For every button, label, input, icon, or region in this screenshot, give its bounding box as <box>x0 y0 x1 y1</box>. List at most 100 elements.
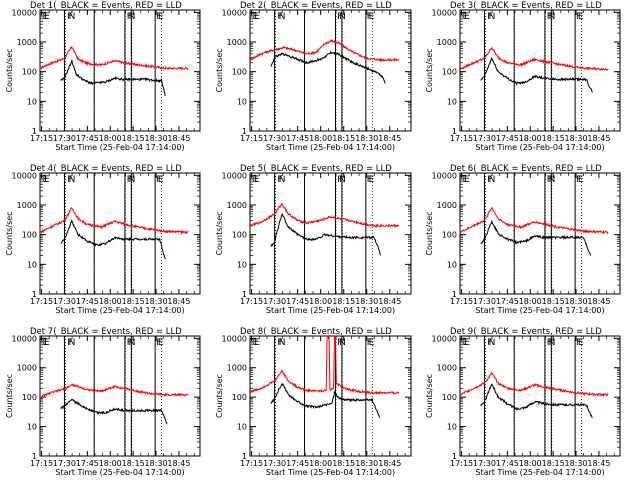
flag-letter: E <box>462 338 468 348</box>
x-tick-label: 18:15 <box>542 134 565 143</box>
flag-letter: E <box>578 12 584 22</box>
flag-letter: E <box>158 175 164 185</box>
flag-letter: E <box>462 12 468 22</box>
flag-letter: N <box>489 12 496 22</box>
lld-series-line <box>249 334 400 396</box>
y-tick-label: 100 <box>232 231 247 240</box>
events-series-line <box>270 382 381 418</box>
x-tick-label: 18:15 <box>542 459 565 468</box>
flag-letter: E <box>369 12 375 22</box>
flag-letter: E <box>252 338 258 348</box>
y-tick-label: 10000 <box>12 8 37 17</box>
flag-letter: F <box>337 338 342 348</box>
y-tick-label: 10000 <box>222 171 247 180</box>
y-tick-label: 100 <box>442 231 457 240</box>
flag-letter: F <box>547 12 552 22</box>
y-tick-label: 1000 <box>227 201 247 210</box>
x-axis-label: Start Time (25-Feb-04 17:14:00) <box>475 468 604 477</box>
x-axis-label: Start Time (25-Feb-04 17:14:00) <box>475 306 604 315</box>
y-tick-label: 1000 <box>227 364 247 373</box>
x-tick-label: 18:00 <box>309 134 332 143</box>
flag-letter: F <box>156 175 161 185</box>
flag-letter: F <box>67 338 72 348</box>
x-tick-label: 18:00 <box>309 459 332 468</box>
events-series-line <box>480 56 593 93</box>
x-tick-label: 18:45 <box>587 459 610 468</box>
y-tick-label: 10 <box>27 423 37 432</box>
x-tick-label: 17:15 <box>30 459 53 468</box>
flag-letter: E <box>158 338 164 348</box>
x-tick-label: 18:00 <box>309 297 332 306</box>
flag-letter: F <box>337 175 342 185</box>
x-tick-label: 17:15 <box>450 459 473 468</box>
y-tick-label: 10000 <box>222 8 247 17</box>
y-tick-label: 100 <box>442 393 457 402</box>
flag-letter: N <box>69 338 76 348</box>
y-tick-label: 10 <box>27 260 37 269</box>
x-tick-label: 18:00 <box>99 459 122 468</box>
x-tick-label: 18:45 <box>378 459 401 468</box>
flag-letter: F <box>277 175 282 185</box>
y-axis-label: Counts/sec <box>5 374 14 418</box>
panel-title: Det 5(_BLACK = Events, RED = LLD <box>240 164 392 174</box>
plot-frame <box>459 9 621 132</box>
x-tick-label: 18:15 <box>122 297 145 306</box>
y-tick-label: 10 <box>27 97 37 106</box>
flag-letter: F <box>367 12 372 22</box>
x-tick-label: 18:00 <box>99 297 122 306</box>
x-tick-label: 18:00 <box>519 297 542 306</box>
x-tick-label: 17:30 <box>263 459 286 468</box>
panel-det-5: Det 5(_BLACK = Events, RED = LLDEEFNFNFE… <box>215 164 412 315</box>
flag-letter: F <box>487 338 492 348</box>
x-tick-label: 17:45 <box>76 134 99 143</box>
panel-title: Det 2(_BLACK = Events, RED = LLD <box>240 1 392 11</box>
flag-letter: E <box>44 338 50 348</box>
flag-letter: N <box>69 12 76 22</box>
lld-series-line <box>39 45 189 71</box>
panel-title: Det 3(_BLACK = Events, RED = LLD <box>450 1 602 11</box>
y-tick-label: 10 <box>237 97 247 106</box>
x-tick-label: 18:15 <box>332 134 355 143</box>
y-tick-label: 1000 <box>227 38 247 47</box>
x-tick-label: 17:15 <box>450 134 473 143</box>
y-tick-label: 10 <box>447 423 457 432</box>
x-tick-label: 18:45 <box>378 297 401 306</box>
y-tick-label: 10000 <box>222 334 247 343</box>
y-tick-label: 1 <box>242 127 247 136</box>
x-tick-label: 17:30 <box>53 134 76 143</box>
y-tick-label: 1000 <box>437 364 457 373</box>
x-axis-label: Start Time (25-Feb-04 17:14:00) <box>55 143 184 152</box>
x-tick-label: 17:30 <box>53 459 76 468</box>
x-tick-label: 17:30 <box>473 459 496 468</box>
x-tick-label: 17:45 <box>286 134 309 143</box>
x-tick-label: 18:00 <box>519 459 542 468</box>
flag-letter: E <box>369 175 375 185</box>
x-tick-label: 17:45 <box>496 134 519 143</box>
x-tick-label: 18:30 <box>355 459 378 468</box>
plot-frame <box>39 9 201 132</box>
panel-title: Det 7(_BLACK = Events, RED = LLD <box>30 327 182 337</box>
y-tick-label: 1000 <box>17 364 37 373</box>
x-tick-label: 18:30 <box>145 134 168 143</box>
x-axis-label: Start Time (25-Feb-04 17:14:00) <box>266 306 395 315</box>
flag-letter: F <box>127 175 132 185</box>
lld-series-line <box>39 207 189 235</box>
panel-det-4: Det 4(_BLACK = Events, RED = LLDEEFNFNFE… <box>5 164 201 315</box>
x-tick-label: 17:30 <box>263 297 286 306</box>
events-series-line <box>60 59 166 97</box>
x-tick-label: 18:30 <box>565 459 588 468</box>
x-axis-label: Start Time (25-Feb-04 17:14:00) <box>266 468 395 477</box>
x-tick-label: 18:00 <box>519 134 542 143</box>
flag-letter: F <box>277 12 282 22</box>
flag-letter: F <box>67 12 72 22</box>
panel-det-7: Det 7(_BLACK = Events, RED = LLDEEFNFNFE… <box>5 327 201 477</box>
y-tick-label: 10000 <box>12 171 37 180</box>
panel-det-3: Det 3(_BLACK = Events, RED = LLDEEFNFNFE… <box>425 1 621 152</box>
flag-letter: F <box>576 338 581 348</box>
y-tick-label: 1 <box>32 127 37 136</box>
y-tick-label: 10000 <box>432 8 457 17</box>
panel-det-1: Det 1(_BLACK = Events, RED = LLDEEFNFNFE… <box>5 1 201 152</box>
x-tick-label: 18:30 <box>565 297 588 306</box>
flag-letter: E <box>464 338 470 348</box>
flag-letter: E <box>42 175 48 185</box>
